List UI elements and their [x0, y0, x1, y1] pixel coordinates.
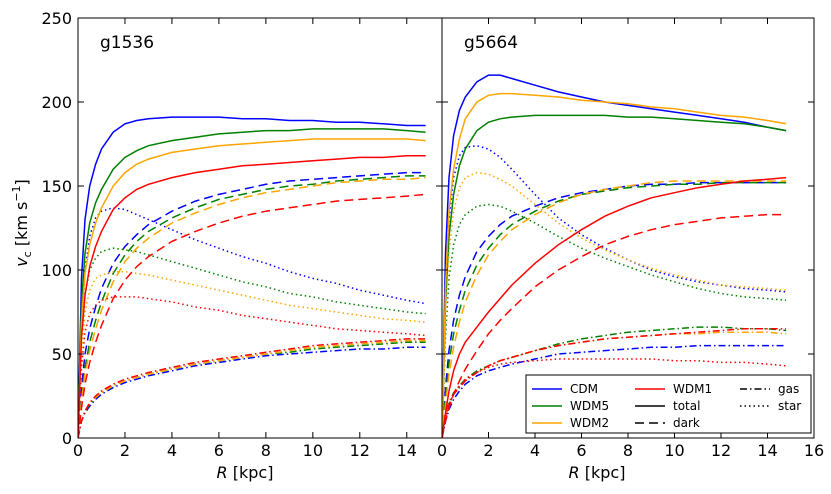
legend: CDM WDM5 WDM2 WDM1 total dark gas star [525, 374, 812, 434]
series-g5664-wdm1-dark [442, 213, 787, 438]
y-tick-label: 200 [41, 93, 72, 112]
legend-label-wdm5: WDM5 [570, 399, 609, 413]
series-g1536-wdm5-total [78, 128, 426, 438]
legend-label-gas: gas [778, 382, 799, 396]
y-axis-label: vc [km s−1] [10, 179, 34, 267]
x-axis-label-right-unit: [kpc] [580, 463, 626, 482]
x-tick-label: 4 [530, 441, 540, 460]
legend-frame [525, 374, 812, 434]
series-g1536-wdm2-star [78, 270, 426, 438]
panel-title: g1536 [100, 33, 154, 53]
y-axis-label-var: v [12, 257, 31, 267]
series-g1536-wdm1-dark [78, 193, 426, 438]
y-axis-label-unit-close: ] [12, 179, 31, 185]
series-g1536-wdm2-gas [78, 339, 426, 438]
series-g5664-wdm1-total [442, 176, 787, 438]
series-g1536-cdm-star [78, 207, 426, 438]
series-g5664-wdm1-star [442, 358, 787, 438]
y-axis-label-unit-open: [km s [12, 202, 31, 252]
series-g1536-wdm1-star [78, 296, 426, 438]
y-tick-label: 250 [41, 9, 72, 28]
x-tick-label: 0 [437, 441, 447, 460]
series-g5664-wdm2-total [442, 92, 787, 438]
x-tick-label: 2 [120, 441, 130, 460]
x-tick-label: 16 [804, 441, 824, 460]
legend-label-star: star [778, 399, 801, 413]
x-axis-label-left-var: R [217, 463, 228, 482]
y-axis-label-sub: c [21, 251, 34, 257]
legend-label-wdm2: WDM2 [570, 416, 609, 430]
panel-title: g5664 [464, 33, 518, 53]
series-g5664-cdm-total [442, 74, 787, 438]
series-g1536-cdm-dark [78, 171, 426, 438]
panel-0-frame [77, 17, 443, 439]
x-tick-label: 10 [664, 441, 684, 460]
x-tick-label: 4 [167, 441, 177, 460]
series-g5664-wdm2-star [442, 171, 787, 438]
series-g1536-wdm1-gas [78, 338, 426, 438]
series-g1536-wdm5-dark [78, 175, 426, 438]
y-tick-label: 0 [62, 429, 72, 448]
x-tick-label: 12 [711, 441, 731, 460]
y-tick-label: 150 [41, 177, 72, 196]
series-g5664-wdm5-dark [442, 181, 787, 438]
series-g1536-wdm5-star [78, 247, 426, 438]
panel-g5664: 0 2 4 6 8 10 12 14 16 g5664 [437, 17, 824, 460]
series-g5664-cdm-dark [442, 181, 787, 438]
x-axis-label-right-var: R [569, 463, 580, 482]
x-tick-label: 10 [303, 441, 323, 460]
x-tick-label: 2 [483, 441, 493, 460]
series-g1536-cdm-total [78, 116, 426, 438]
panel-1-lines [442, 74, 787, 438]
series-g5664-cdm-gas [442, 344, 787, 438]
series-g1536-cdm-gas [78, 346, 426, 438]
series-g1536-wdm1-total [78, 155, 426, 438]
x-tick-label: 8 [623, 441, 633, 460]
legend-label-cdm: CDM [570, 382, 598, 396]
x-tick-label: 0 [73, 441, 83, 460]
legend-label-total: total [673, 399, 700, 413]
y-axis-label-sup: −1 [10, 185, 23, 201]
x-tick-label: 12 [350, 441, 370, 460]
y-tick-label: 50 [52, 345, 72, 364]
x-tick-label: 14 [397, 441, 417, 460]
panel-0-lines [78, 116, 426, 438]
y-tick-label: 100 [41, 261, 72, 280]
x-tick-label: 6 [576, 441, 586, 460]
series-g5664-wdm5-total [442, 114, 787, 438]
legend-label-dark: dark [673, 416, 700, 430]
series-g1536-wdm2-dark [78, 176, 426, 438]
series-g1536-wdm2-total [78, 138, 426, 438]
x-tick-label: 8 [261, 441, 271, 460]
series-g1536-wdm5-gas [78, 341, 426, 438]
x-axis-label-left-unit: [kpc] [228, 463, 274, 482]
series-g5664-wdm5-star [442, 203, 787, 438]
x-tick-label: 14 [757, 441, 777, 460]
x-tick-label: 6 [214, 441, 224, 460]
series-g5664-wdm2-dark [442, 180, 787, 438]
x-axis-label-left: R [kpc] [217, 463, 274, 482]
panel-g1536: 0 2 4 6 8 10 12 14 0 50 100 150 200 250 g1536 [41, 9, 443, 460]
x-axis-label-right: R [kpc] [569, 463, 626, 482]
legend-label-wdm1: WDM1 [673, 382, 712, 396]
